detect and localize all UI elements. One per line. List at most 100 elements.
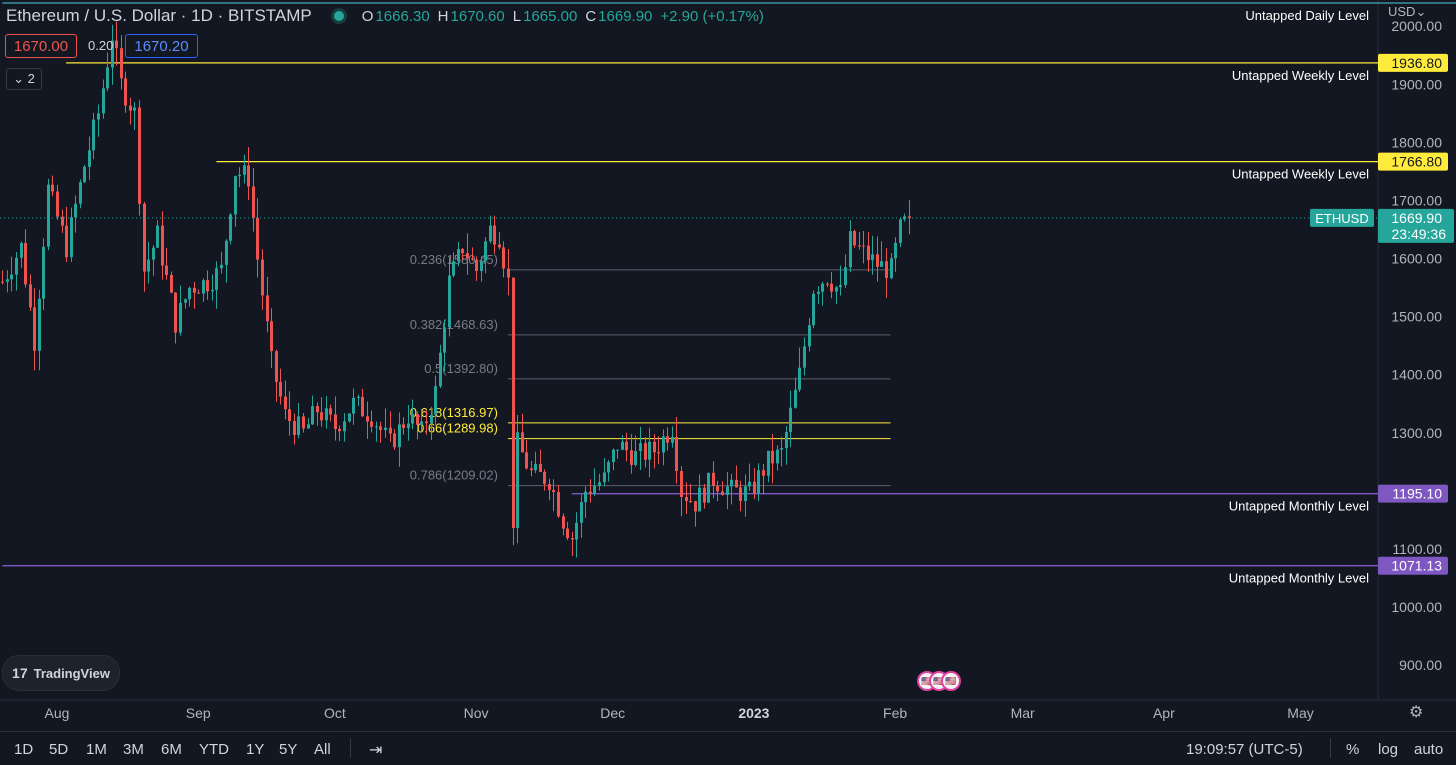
percent-toggle[interactable]: % [1346,741,1360,758]
candle-body [138,107,141,204]
candle-body [730,479,733,487]
timeframe-ytd[interactable]: YTD [199,741,229,758]
candle-body [206,280,209,292]
candle-body [589,491,592,494]
candle-body [584,491,587,503]
candle-body [548,483,551,491]
candle-body [83,166,86,183]
candle-body [539,463,542,472]
candle-body [789,407,792,432]
timeframe-1y[interactable]: 1Y [246,741,265,758]
candle-body [434,386,437,415]
divider [1330,738,1331,758]
candle-body [534,463,537,471]
timeframe-all[interactable]: All [314,741,331,758]
price-chart[interactable]: Untapped Daily Level Untapped Weekly Leve… [0,0,1456,731]
candle-body [320,412,323,421]
candle-body [808,325,811,347]
candle-body [776,449,779,464]
candle-body [343,421,346,432]
candle-body [288,409,291,422]
candle-body [899,219,902,243]
candle-body [416,414,419,425]
y-axis-tick: 1900.00 [1391,76,1442,92]
date-range-icon[interactable]: ⇥ [369,742,383,759]
candle-body [767,450,770,476]
candle-body [580,502,583,523]
candle-body [402,424,405,429]
candle-body [352,397,355,414]
gear-icon[interactable]: ⚙ [1409,704,1424,721]
candle-body [461,249,464,254]
level-label: Untapped Daily Level [1245,8,1369,23]
candle-body [707,472,710,503]
candle-body [215,268,218,290]
low-value: 1665.00 [523,7,578,25]
y-axis-tick: 1300.00 [1391,425,1442,441]
candle-body [739,487,742,502]
candle-body [384,427,387,431]
candle-body [170,274,173,293]
symbol-badge-text: ETHUSD [1315,211,1368,226]
y-axis-tick: 1100.00 [1392,541,1442,557]
candle-body [616,449,619,451]
candle-body [97,113,100,120]
auto-toggle[interactable]: auto [1414,741,1444,758]
indicators-collapse-button[interactable]: ⌄ 2 [6,68,42,90]
candle-body [452,261,455,276]
x-axis-tick: Dec [600,705,625,721]
buy-button[interactable]: 1670.20 [125,34,198,58]
candle-body [703,487,706,503]
candle-body [375,426,378,428]
candle-body [393,433,396,448]
log-toggle[interactable]: log [1378,741,1399,758]
candle-body [143,203,146,272]
change-value: +2.90 (+0.17%) [660,7,764,25]
candle-body [880,261,883,267]
y-axis-tick: 1700.00 [1391,192,1442,208]
candle-body [530,468,533,471]
candle-body [133,107,136,111]
timeframe-6m[interactable]: 6M [161,741,182,758]
bottom-toolbar: 1D 5D 1M 3M 6M YTD 1Y 5Y All ⇥ 19:09:57 … [0,731,1456,765]
candle-body [420,421,423,425]
economic-events[interactable]: 🇺🇸 🇺🇸 🇺🇸 [917,671,963,693]
candle-body [876,254,879,267]
candle-body [261,259,264,296]
candle-body [266,295,269,322]
candle-body [607,462,610,473]
candle-body [24,243,27,285]
candle-body [780,448,783,450]
fib-label: 0.618(1316.97) [410,405,498,420]
x-axis-tick: Feb [883,705,907,721]
sell-button[interactable]: 1670.00 [5,34,77,58]
candle-body [297,416,300,435]
candle-body [771,450,774,464]
timeframe-5d[interactable]: 5D [49,741,69,758]
us-flag-icon[interactable]: 🇺🇸 [941,671,961,691]
candle-body [398,424,401,448]
timeframe-5y[interactable]: 5Y [279,741,298,758]
candle-body [338,428,341,432]
fib-label: 0.5(1392.80) [424,361,498,376]
candle-body [284,396,287,410]
timeframe-3m[interactable]: 3M [123,741,144,758]
open-value: 1666.30 [375,7,430,25]
open-label: O [361,7,374,25]
candle-body [507,268,510,278]
currency-select[interactable]: USD⌄ [1388,4,1426,20]
clock[interactable]: 19:09:57 (UTC-5) [1186,741,1303,758]
candle-body [225,240,228,265]
candle-body [471,258,474,260]
candle-body [29,284,32,308]
timeframe-1d[interactable]: 1D [14,741,34,758]
timeframe-1m[interactable]: 1M [86,741,107,758]
level-label: Untapped Monthly Level [1229,499,1369,514]
candle-body [88,150,91,167]
tradingview-logo[interactable]: 17 TradingView [2,655,120,691]
candle-body [762,470,765,476]
symbol-title[interactable]: Ethereum / U.S. Dollar · 1D · BITSTAMP [6,6,312,25]
level-price-badge [1378,53,1448,72]
candle-body [311,406,314,425]
candle-body [521,432,524,453]
